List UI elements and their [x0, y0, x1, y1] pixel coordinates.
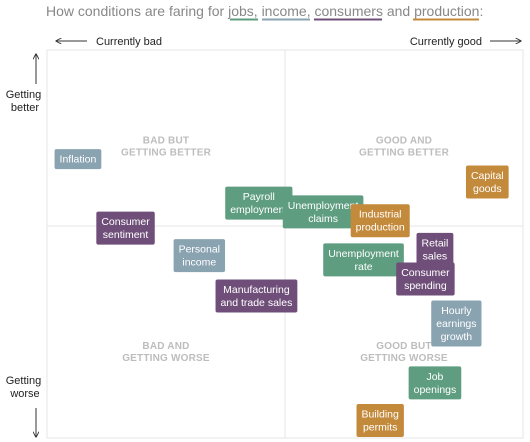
point-box [416, 232, 454, 266]
point-label: Inflation [60, 154, 97, 166]
point-box [96, 211, 155, 245]
point-label-unemployment-rate: Unemployment rate [323, 243, 404, 277]
point-box [215, 279, 298, 313]
point-label: Job openings [414, 371, 457, 396]
quadrant-label: GOOD AND GETTING BETTER [359, 135, 450, 158]
point-label: Payroll employment [230, 191, 287, 216]
point-box [408, 366, 462, 400]
point-label-payroll-employment: Payroll employment [225, 186, 293, 220]
point-label: Consumer sentiment [101, 216, 150, 241]
currently-good-label: Currently good [410, 36, 482, 48]
point-label: Unemployment claims [288, 200, 359, 225]
quadrant-labels: BAD BUT GETTING BETTER GOOD AND GETTING BET… [121, 135, 450, 364]
getting-worse-label: Getting worse [6, 375, 45, 400]
point-label: Consumer spending [401, 267, 450, 292]
point-label: Retail sales [422, 237, 449, 262]
title-production: production [414, 3, 479, 19]
point-label-hourly-earnings-growth: Hourly earnings growth [431, 300, 482, 347]
point-label: Capital goods [471, 170, 504, 195]
point-label-unemployment-claims: Unemployment claims [282, 195, 364, 229]
quadrant-label: BAD BUT GETTING BETTER [121, 135, 212, 158]
point-label-inflation: Inflation [54, 149, 102, 170]
point-label: Personal income [179, 244, 220, 269]
title-income: income [262, 3, 307, 19]
point-box [431, 300, 482, 347]
point-box [282, 195, 364, 229]
point-label: Unemployment rate [328, 248, 399, 273]
chart-title: How conditions are faring for jobs, inco… [46, 3, 483, 19]
quadrant-label: GOOD BUT GETTING WORSE [360, 341, 448, 364]
point-label-industrial-production: Industrial production [350, 204, 410, 238]
point-box [173, 239, 226, 273]
point-label-job-openings: Job openings [408, 366, 462, 400]
title-sep: , [307, 3, 315, 19]
point-label-building-permits: Building permits [356, 404, 404, 437]
point-label-retail-sales: Retail sales [416, 232, 454, 266]
point-box [350, 204, 410, 238]
title-jobs: jobs [227, 3, 254, 19]
point-box [225, 186, 293, 220]
point-box [396, 262, 455, 296]
getting-better-label: Getting better [6, 89, 45, 114]
title-consumers: consumers [314, 3, 382, 19]
title-sep: , [254, 3, 262, 19]
title-prefix: How conditions are faring for [46, 3, 228, 19]
title-sep: and [383, 3, 414, 19]
point-box [323, 243, 404, 277]
point-label: Building permits [362, 409, 400, 434]
point-label: Industrial production [356, 209, 405, 234]
currently-bad-label: Currently bad [96, 36, 162, 48]
point-label-consumer-spending: Consumer spending [396, 262, 455, 296]
point-label-consumer-sentiment: Consumer sentiment [96, 211, 155, 245]
point-box [54, 149, 102, 170]
point-box [465, 165, 509, 199]
point-label: Manufacturing and trade sales [221, 284, 293, 309]
point-box [356, 404, 404, 437]
point-label-personal-income: Personal income [173, 239, 226, 273]
point-label-capital-goods: Capital goods [465, 165, 509, 199]
quadrant-label: BAD AND GETTING WORSE [122, 341, 210, 364]
title-suffix: : [479, 3, 483, 19]
point-label-manufacturing-and-trade-sales: Manufacturing and trade sales [215, 279, 298, 313]
point-label: Hourly earnings growth [436, 305, 476, 343]
